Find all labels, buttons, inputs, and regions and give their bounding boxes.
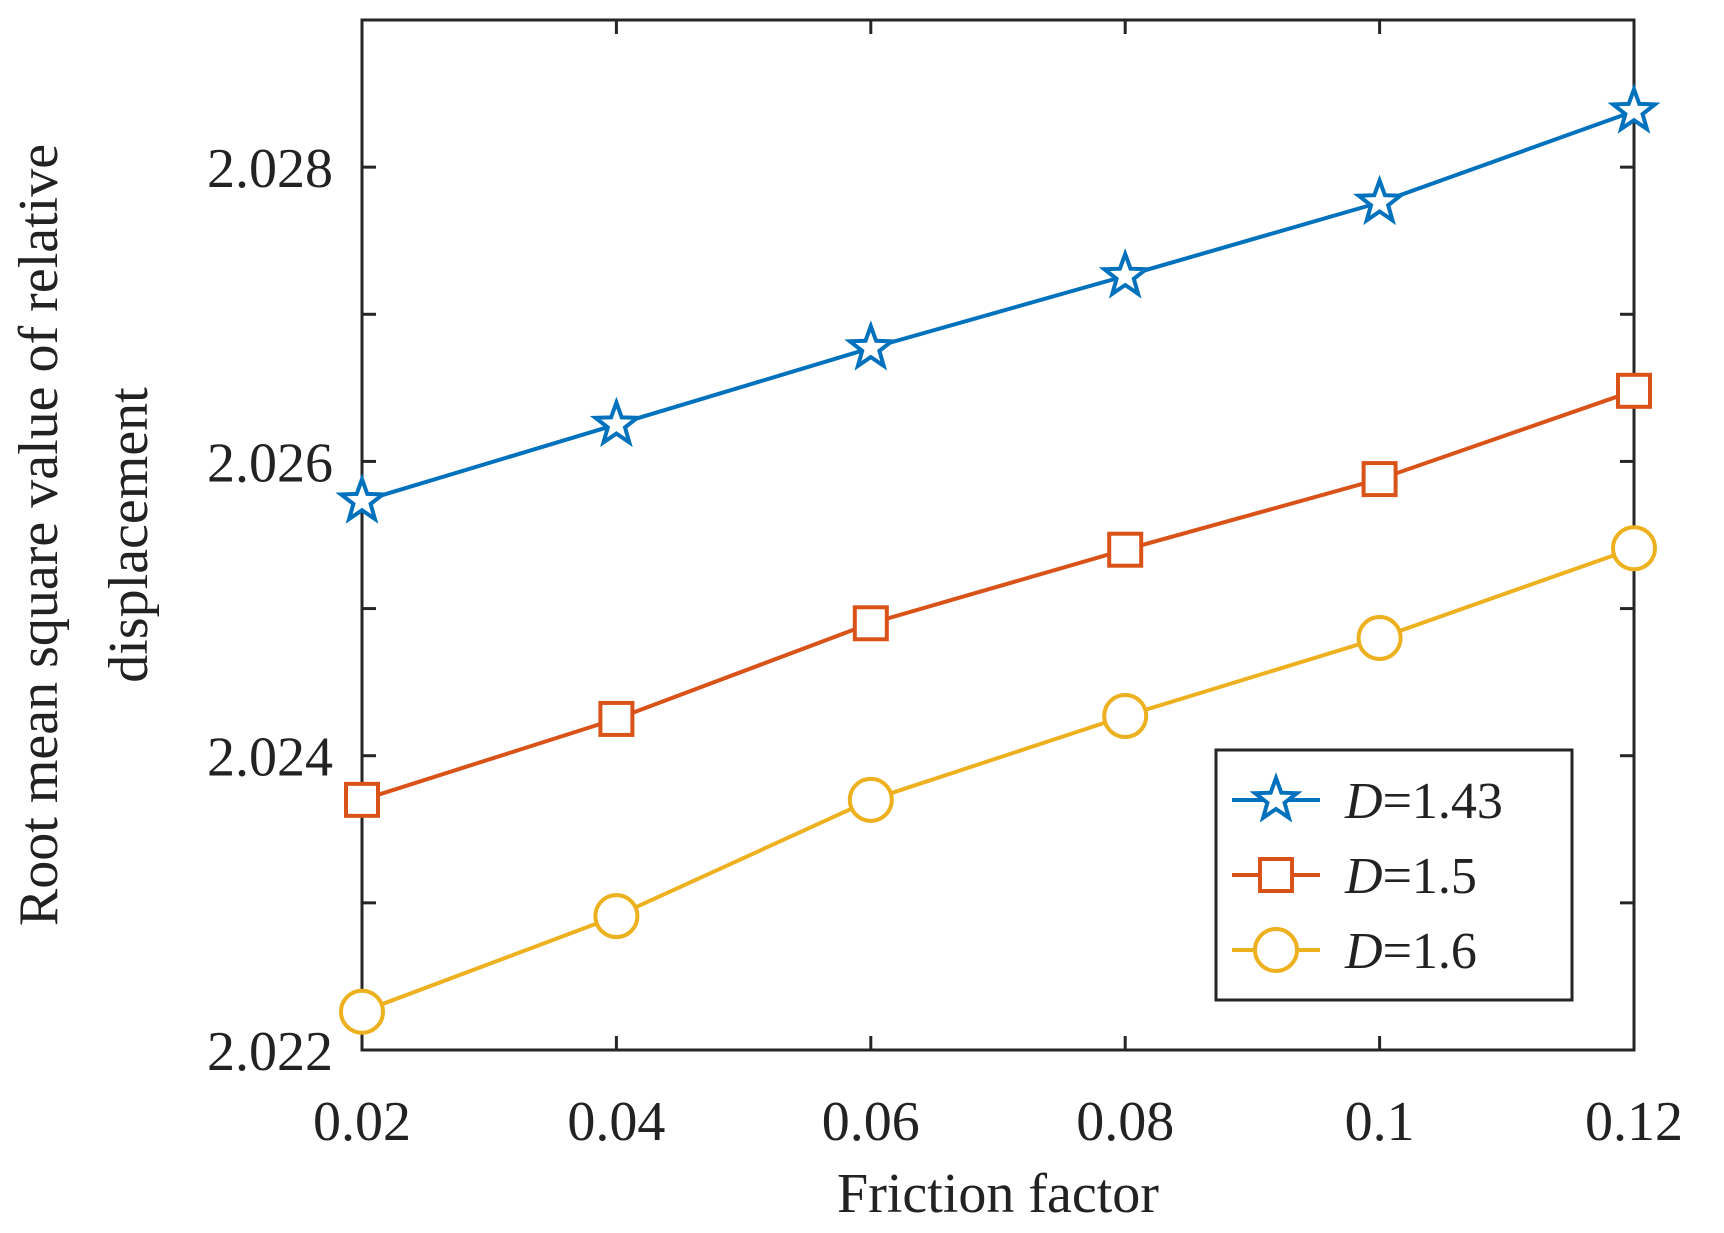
square-marker (852, 605, 889, 642)
legend-label-italic: D (1344, 923, 1383, 980)
square-marker (1361, 461, 1398, 498)
legend-entry: D=1.5 (1232, 848, 1477, 905)
circle-marker (1611, 525, 1657, 572)
star-marker (335, 473, 389, 524)
y-axis-label: Root mean square value of relative displ… (8, 144, 160, 926)
square-marker (598, 700, 635, 737)
legend-entry: D=1.6 (1232, 923, 1477, 980)
circle-marker (593, 893, 640, 940)
x-tick-label: 0.1 (1345, 1091, 1415, 1153)
y-tick-label: 2.022 (207, 1021, 333, 1083)
square-marker (1616, 372, 1652, 409)
legend-label-value: =1.6 (1383, 923, 1477, 980)
x-tick-label: 0.08 (1076, 1091, 1174, 1153)
series-line (361, 546, 1635, 1014)
y-tick-label: 2.026 (207, 432, 333, 494)
legend-square-marker (1258, 857, 1294, 893)
y-tick-label: 2.024 (207, 727, 333, 789)
legend-label-italic: D (1344, 848, 1383, 905)
x-tick-label: 0.04 (567, 1091, 665, 1153)
legend-label: D=1.5 (1344, 848, 1477, 905)
legend-entry: D=1.43 (1232, 772, 1503, 830)
series-line (361, 388, 1635, 802)
x-tick-label: 0.12 (1585, 1091, 1683, 1153)
series-1 (335, 83, 1661, 524)
y-axis-label-line-1: Root mean square value of relative (8, 144, 70, 926)
x-axis-label: Friction factor (837, 1163, 1159, 1225)
series-3 (339, 525, 1657, 1035)
legend-circle-marker (1253, 927, 1299, 973)
series-2 (344, 372, 1652, 818)
circle-marker (847, 776, 894, 823)
circle-marker (339, 988, 385, 1035)
square-marker (1107, 531, 1144, 568)
circle-marker (1102, 692, 1149, 739)
x-tick-label: 0.06 (822, 1091, 920, 1153)
legend-label: D=1.43 (1344, 773, 1503, 830)
series-line (361, 109, 1635, 504)
star-marker (589, 396, 643, 448)
star-marker (1098, 248, 1152, 299)
star-marker (1607, 83, 1661, 134)
circle-marker (1356, 615, 1403, 661)
legend-star-marker (1249, 772, 1303, 823)
x-tick-label: 0.02 (313, 1091, 411, 1153)
star-marker (1353, 174, 1407, 226)
legend-label: D=1.6 (1344, 923, 1477, 980)
y-axis-label-line-2: displacement (98, 387, 160, 683)
star-marker (844, 320, 898, 371)
legend-label-italic: D (1344, 773, 1383, 830)
legend-label-value: =1.5 (1383, 848, 1477, 905)
ticks-layer: 0.02 0.04 0.06 0.08 0.1 0.12 2.022 2.024 2.026 2.… (207, 20, 1683, 1153)
series-layer (335, 83, 1661, 1035)
y-tick-label: 2.028 (207, 138, 333, 200)
legend-label-value: =1.43 (1383, 773, 1503, 830)
square-marker (344, 781, 380, 818)
legend: D=1.43D=1.5D=1.6 (1214, 748, 1574, 1002)
